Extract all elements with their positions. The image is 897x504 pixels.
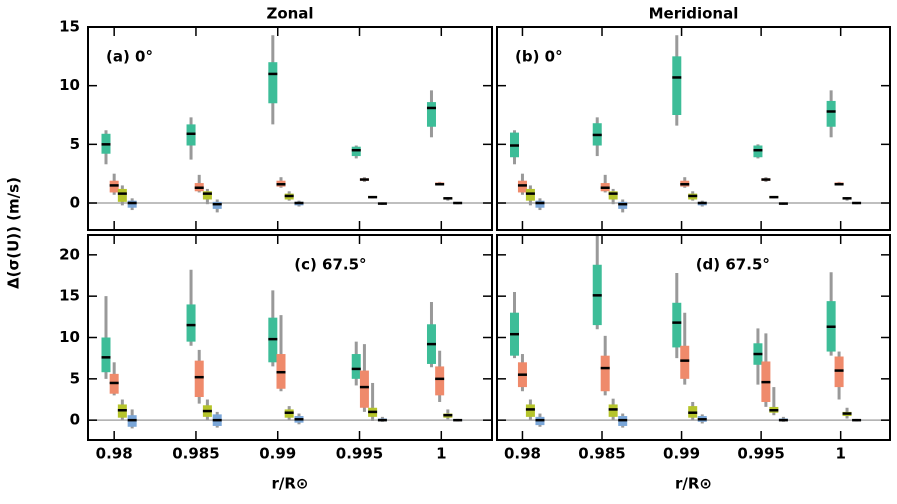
panel-title: Zonal <box>266 5 313 23</box>
box <box>672 302 682 348</box>
box <box>117 188 127 202</box>
panel-annotation: (b) 0° <box>515 48 563 66</box>
box <box>600 355 610 392</box>
y-tick-label: 5 <box>70 369 80 387</box>
x-tick-label: 1 <box>835 445 845 463</box>
panel: Meridional (b) 0° <box>496 5 891 231</box>
box <box>194 360 204 398</box>
x-axis-label: r/R⊙ <box>675 475 712 493</box>
x-tick-label: 0.995 <box>336 445 383 463</box>
x-tick-label: 0.985 <box>578 445 625 463</box>
y-tick-label: 20 <box>59 245 80 263</box>
box <box>426 102 436 127</box>
x-tick-label: 0.99 <box>259 445 296 463</box>
panel: 0.98 0.985 0.99 0.995 1 (d) 67.5° r/R⊙ <box>496 234 891 493</box>
panel: 0 5 10 15 Zonal (a) 0° Δ(σ(U)) (m/s) <box>5 5 493 289</box>
x-tick-label: 0.995 <box>737 445 784 463</box>
y-tick-label: 10 <box>59 328 80 346</box>
x-tick-label: 0.99 <box>663 445 700 463</box>
axes-frame <box>496 26 891 231</box>
box <box>435 366 445 396</box>
box <box>101 337 111 373</box>
box <box>826 100 836 127</box>
box <box>359 370 369 408</box>
box <box>608 191 618 200</box>
panel-annotation: (a) 0° <box>106 48 153 66</box>
y-tick-label: 15 <box>59 287 80 305</box>
box <box>268 62 278 104</box>
axes-frame <box>87 26 493 231</box>
panel: 0 5 10 15 20 0.98 0.985 0.99 0.995 1 (c) 67.5° r/R⊙ <box>59 234 493 493</box>
box <box>202 191 212 200</box>
plot-area <box>88 35 492 213</box>
x-tick-label: 1 <box>436 445 446 463</box>
box <box>351 354 361 379</box>
y-tick-label: 15 <box>59 18 80 36</box>
x-tick-label: 0.985 <box>172 445 219 463</box>
panel-annotation: (c) 67.5° <box>294 256 366 274</box>
y-axis-label: Δ(σ(U)) (m/s) <box>5 177 23 289</box>
plot-area <box>497 35 890 213</box>
box <box>186 304 196 342</box>
y-tick-label: 0 <box>70 411 80 429</box>
plot-area <box>88 269 492 429</box>
plot-area <box>497 235 890 428</box>
y-tick-label: 5 <box>70 135 80 153</box>
x-tick-label: 0.98 <box>96 445 133 463</box>
box <box>680 345 690 379</box>
y-tick-label: 0 <box>70 194 80 212</box>
box <box>672 56 682 116</box>
y-tick-label: 10 <box>59 76 80 94</box>
x-tick-label: 0.98 <box>504 445 541 463</box>
panel-title: Meridional <box>649 5 739 23</box>
x-axis-label: r/R⊙ <box>272 475 309 493</box>
panel-annotation: (d) 67.5° <box>696 256 770 274</box>
